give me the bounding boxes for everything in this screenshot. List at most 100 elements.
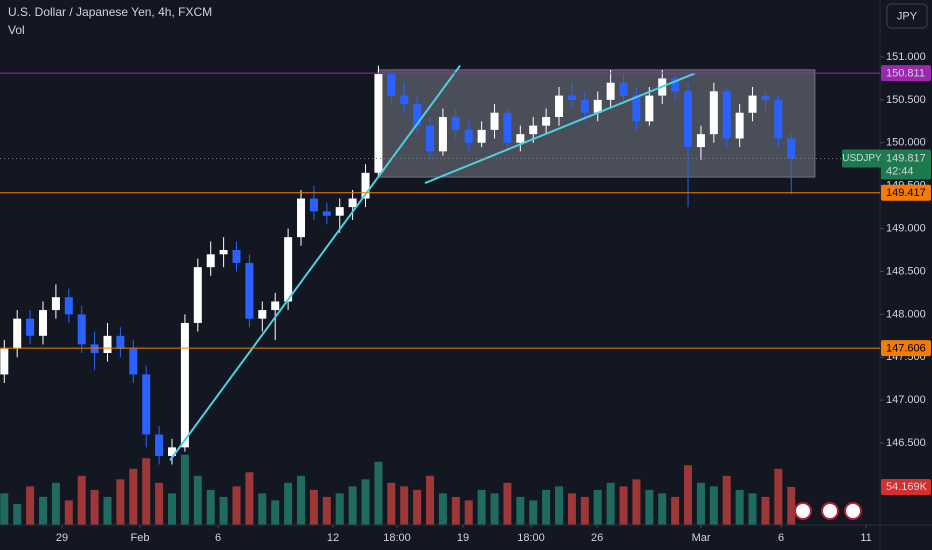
candle-body [567,95,576,100]
symbol-label-bg [842,149,882,168]
candle-body [0,348,9,375]
volume-bar [129,468,138,525]
candle-body [722,91,731,139]
volume-bar [735,489,744,525]
x-tick-label: 18:00 [517,532,545,544]
current-price-label: 149.817 [886,152,926,164]
volume-bar [90,489,99,525]
level-label-bg [881,65,931,82]
candle-body [632,95,641,122]
volume-bar [658,493,667,525]
volume-bar [632,479,641,525]
volume-bar [38,496,47,525]
volume-bar [696,482,705,525]
y-tick-label: 151.000 [886,51,926,63]
candle-body [645,95,654,122]
volume-bar [116,479,125,525]
y-tick-label: 147.000 [886,394,926,406]
y-tick-label: 149.000 [886,222,926,234]
volume-last-bg [881,478,931,495]
volume-bar [335,493,344,525]
level-label-bg [881,340,931,357]
candle-body [271,301,280,311]
y-tick-label: 150.500 [886,94,926,106]
candle-body [206,254,215,268]
volume-bar [567,493,576,525]
volume-bar [593,489,602,525]
x-tick-label: 26 [591,532,603,544]
countdown-label: 42:44 [886,165,914,177]
candle-body [619,82,628,96]
event-flag[interactable] [794,502,812,520]
candle-body [77,314,86,345]
volume-bar [671,496,680,525]
volume-bar [387,482,396,525]
volume-bar [51,482,60,525]
candle-body [400,95,409,105]
candle-body [696,134,705,148]
candle-body [232,250,241,263]
candle-body [413,104,422,126]
volume-bar [748,493,757,525]
candle-body [142,374,151,435]
event-flag[interactable] [821,502,839,520]
candle-body [38,310,47,336]
volume-bar [168,493,177,525]
volume-bar [555,486,564,525]
x-tick-label: 18:00 [383,532,411,544]
candle-body [464,129,473,143]
candle-body [297,198,306,238]
level-label-bg [881,184,931,201]
volume-bar [477,489,486,525]
candle-body [529,125,538,135]
trendline [169,64,461,461]
y-tick-label: 148.000 [886,308,926,320]
volume-bar [606,482,615,525]
candle-body [13,318,22,349]
volume-bar [206,489,215,525]
candle-body [90,344,99,353]
volume-bar [64,500,73,525]
volume-bar [709,486,718,525]
currency-label[interactable]: JPY [897,10,918,22]
volume-bar [413,489,422,525]
volume-bar [284,482,293,525]
candle-body [51,297,60,311]
volume-bar [142,458,151,525]
volume-bar [580,496,589,525]
volume-bar [77,475,86,525]
volume-bar [619,486,628,525]
volume-bar [0,493,9,525]
candle-body [593,99,602,113]
y-tick-label: 148.500 [886,265,926,277]
volume-bar [232,486,241,525]
candle-body [103,335,112,353]
candle-body [180,322,189,448]
volume-bar [361,479,370,525]
candle-body [606,82,615,100]
candle-body [387,74,396,96]
currency-button[interactable] [886,3,928,29]
candle-body [348,198,357,208]
volume-bar [103,496,112,525]
candle-body [193,267,202,323]
candle-body [309,198,318,212]
volume-bar [348,486,357,525]
volume-bar [451,496,460,525]
candle-body [284,237,293,302]
volume-bar [426,475,435,525]
volume-bar [761,496,770,525]
volume-last-label: 54.169K [886,481,928,493]
candle-body [735,112,744,139]
x-tick-label: 29 [56,532,68,544]
volume-bar [645,489,654,525]
volume-bar [542,489,551,525]
candle-body [451,117,460,130]
x-tick-label: Feb [131,532,150,544]
volume-bar [490,493,499,525]
candle-body [748,95,757,113]
candle-body [168,447,177,456]
level-label: 150.811 [886,68,925,80]
event-flag[interactable] [844,502,862,520]
